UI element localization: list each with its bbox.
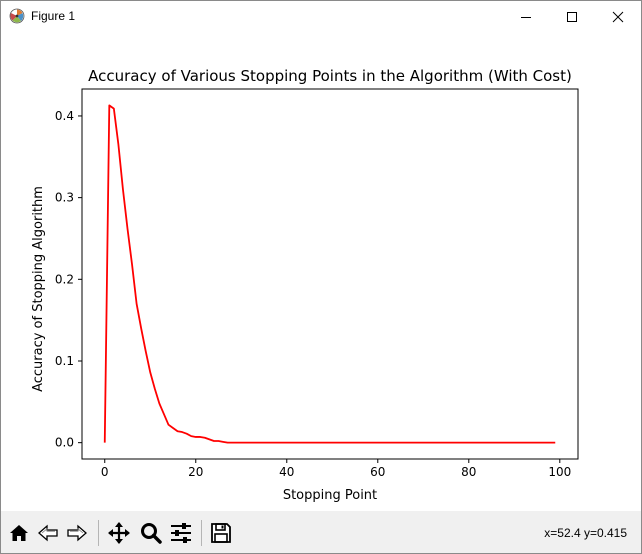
y-tick-label: 0.4 (55, 109, 74, 123)
matplotlib-logo-icon (9, 8, 25, 24)
toolbar-separator (98, 520, 99, 546)
pan-icon (108, 522, 130, 544)
cursor-coordinates: x=52.4 y=0.415 (544, 526, 627, 540)
y-tick-label: 0.0 (55, 436, 74, 450)
y-tick-label: 0.1 (55, 354, 74, 368)
x-tick-label: 20 (188, 465, 203, 479)
toolbar-separator (201, 520, 202, 546)
home-button[interactable] (5, 519, 33, 547)
y-axis-label: Accuracy of Stopping Algorithm (31, 186, 46, 392)
forward-icon (67, 524, 87, 542)
x-tick-label: 60 (370, 465, 385, 479)
y-tick-label: 0.2 (55, 272, 74, 286)
close-icon (612, 11, 624, 22)
line-chart: Accuracy of Various Stopping Points in t… (31, 67, 579, 503)
home-icon (10, 525, 28, 541)
close-button[interactable] (595, 1, 641, 32)
maximize-icon (567, 11, 577, 22)
figure-canvas[interactable]: Accuracy of Various Stopping Points in t… (1, 32, 641, 511)
maximize-button[interactable] (549, 1, 595, 32)
forward-button[interactable] (63, 519, 91, 547)
save-icon (211, 523, 231, 543)
x-tick-label: 0 (101, 465, 109, 479)
configure-subplots-icon (171, 523, 191, 543)
x-tick-label: 40 (279, 465, 294, 479)
y-tick-label: 0.3 (55, 191, 74, 205)
save-button[interactable] (207, 519, 235, 547)
series-line (103, 104, 556, 444)
window-title: Figure 1 (31, 9, 76, 23)
back-button[interactable] (34, 519, 62, 547)
minimize-icon (521, 16, 531, 18)
axes-frame (81, 88, 579, 460)
x-tick-label: 100 (548, 465, 571, 479)
title-bar[interactable]: Figure 1 (1, 1, 641, 32)
configure-subplots-button[interactable] (167, 519, 195, 547)
back-icon (38, 524, 58, 542)
chart-title: Accuracy of Various Stopping Points in t… (88, 67, 572, 85)
plot-area: 0 20 40 60 80 100 0.0 0.1 0.2 0.3 0.4 (55, 88, 579, 479)
zoom-icon (141, 523, 162, 544)
zoom-button[interactable] (137, 519, 165, 547)
navigation-toolbar: x=52.4 y=0.415 (1, 511, 641, 553)
x-axis-label: Stopping Point (283, 488, 377, 503)
pan-button[interactable] (105, 519, 133, 547)
x-tick-label: 80 (461, 465, 476, 479)
minimize-button[interactable] (503, 1, 549, 32)
